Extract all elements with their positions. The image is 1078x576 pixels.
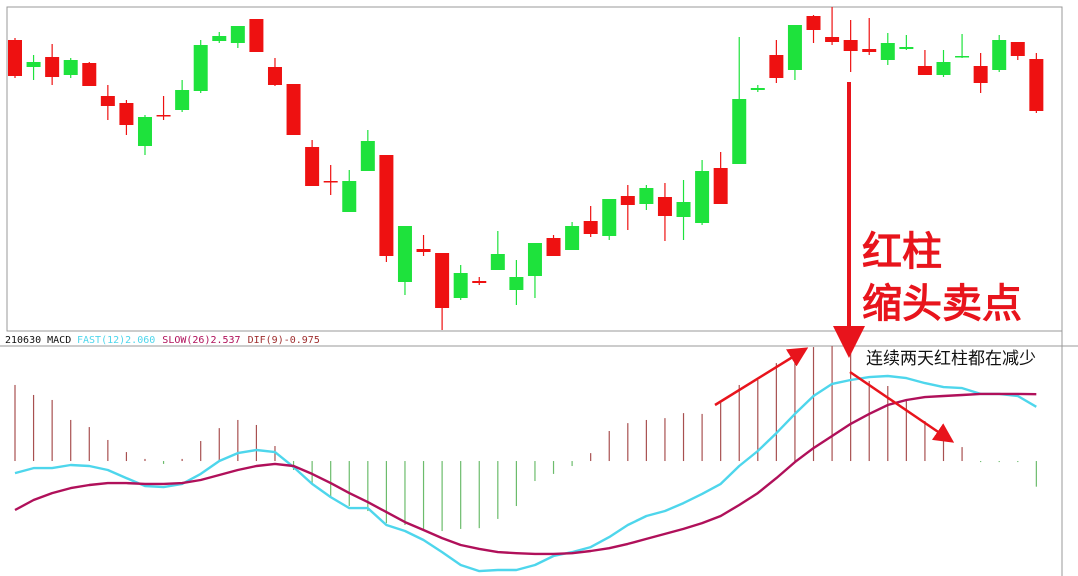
candle-body <box>750 88 765 90</box>
candle-body <box>880 43 895 60</box>
candle-body <box>472 281 487 283</box>
candle-body <box>249 19 264 52</box>
annotation-title: 红柱 <box>862 229 942 275</box>
candle-body <box>82 63 97 86</box>
legend-entry: SLOW(26)2.537 <box>162 335 240 346</box>
candle-body <box>453 273 468 298</box>
candle-body <box>416 249 431 252</box>
candle-body <box>973 66 988 83</box>
candle-body <box>899 47 914 49</box>
candle-body <box>26 62 41 67</box>
candle-body <box>323 181 338 183</box>
candle-body <box>695 171 710 223</box>
candle-body <box>267 67 282 85</box>
candle-body <box>639 188 654 204</box>
candle-body <box>676 202 691 217</box>
candle-body <box>546 238 561 256</box>
macd <box>14 346 1037 573</box>
arrow <box>849 370 955 443</box>
candle-body <box>620 196 635 205</box>
candle-body <box>305 147 320 186</box>
candle-body <box>583 221 598 234</box>
candle-body <box>602 199 617 236</box>
candle-body <box>286 84 301 135</box>
candle-body <box>917 66 932 75</box>
candle-body <box>156 115 171 117</box>
candle-body <box>936 62 951 75</box>
candle-body <box>230 26 245 43</box>
candle-body <box>1010 42 1025 56</box>
macd-line <box>14 392 1037 556</box>
candle-body <box>825 37 840 42</box>
candle-body <box>119 103 134 125</box>
candle-body <box>565 226 580 250</box>
annotation-note: 连续两天红柱都在减少 <box>866 349 1036 369</box>
candle-body <box>63 60 78 75</box>
annotations: 红柱 缩头卖点 连续两天红柱都在减少 <box>714 82 1036 443</box>
candle-body <box>212 36 227 41</box>
candle-body <box>769 55 784 78</box>
candle-body <box>379 155 394 256</box>
candle-body <box>955 56 970 58</box>
candle-body <box>1029 59 1044 111</box>
candle-body <box>657 197 672 216</box>
candle-body <box>806 16 821 30</box>
candle-body <box>992 40 1007 70</box>
candle-body <box>713 168 728 204</box>
candle-body <box>193 45 208 91</box>
candle-body <box>435 253 450 308</box>
candle-body <box>843 40 858 51</box>
macd-line <box>14 374 1037 573</box>
price-panel <box>6 6 1063 332</box>
arrow <box>714 347 809 407</box>
candle-body <box>397 226 412 282</box>
candle-body <box>45 57 60 77</box>
candle-body <box>527 243 542 276</box>
candle-body <box>862 49 877 52</box>
legend-entry: FAST(12)2.060 <box>77 335 155 346</box>
candle-body <box>732 99 747 164</box>
candle-body <box>8 40 22 76</box>
legend-entry: DIF(9)-0.975 <box>248 335 320 346</box>
macd-header: 210630 MACD FAST(12)2.060 SLOW(26)2.537 DI… <box>5 335 320 346</box>
candle-body <box>509 277 524 290</box>
macd-title: 210630 MACD <box>5 335 71 346</box>
candle-body <box>175 90 190 110</box>
candle-body <box>787 25 802 70</box>
candle-body <box>137 117 152 146</box>
candle-body <box>342 181 357 212</box>
candle-body <box>490 254 505 270</box>
candles <box>8 7 1044 330</box>
candle-body <box>360 141 375 171</box>
candle-body <box>100 96 115 106</box>
annotation-title: 缩头卖点 <box>862 281 1022 327</box>
